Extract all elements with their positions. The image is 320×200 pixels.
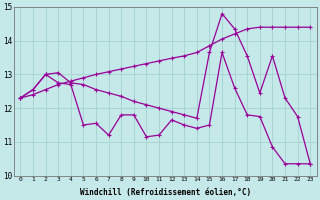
X-axis label: Windchill (Refroidissement éolien,°C): Windchill (Refroidissement éolien,°C) (80, 188, 251, 197)
